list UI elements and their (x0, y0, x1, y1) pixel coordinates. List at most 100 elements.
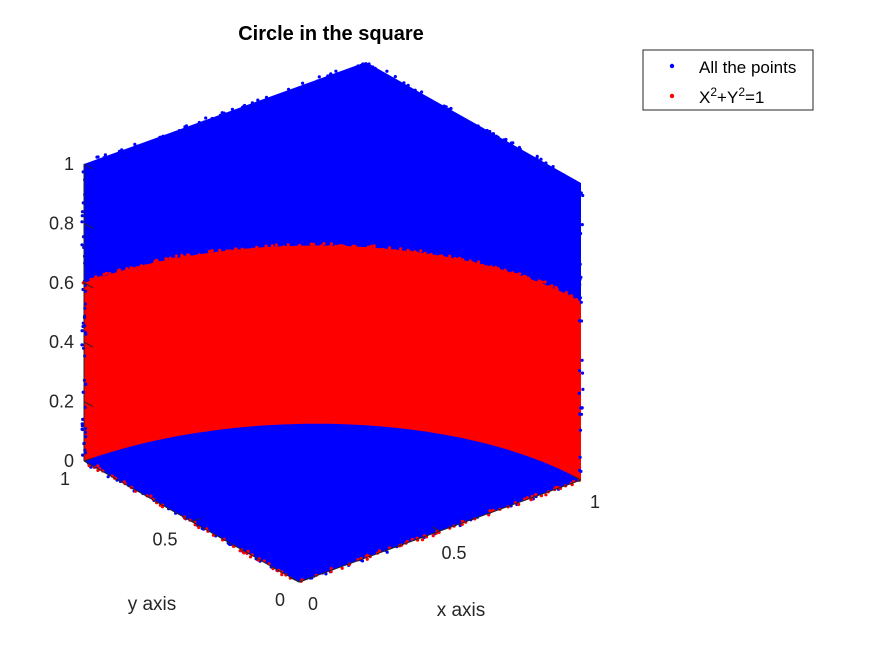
scatter-point (393, 75, 397, 79)
scatter-point (472, 261, 476, 265)
scatter-point (334, 69, 338, 73)
scatter-point (329, 567, 333, 571)
scatter-point (84, 435, 88, 439)
scatter-point (329, 72, 333, 76)
scatter-point (511, 273, 515, 277)
legend-label-y-exponent: 2 (738, 85, 745, 99)
scatter-point (196, 254, 200, 259)
scatter-point (579, 412, 584, 416)
scatter-point (577, 282, 581, 286)
scatter-point (108, 272, 112, 276)
scatter-point (437, 255, 441, 259)
scatter-point (225, 249, 229, 253)
z-tick-label: 0.4 (49, 332, 74, 352)
scatter-point (139, 264, 144, 268)
scatter-point (197, 120, 201, 125)
scatter-point (95, 278, 99, 282)
scatter-point (186, 253, 190, 257)
y-tick (298, 578, 309, 583)
scatter-point (420, 538, 425, 542)
scatter-point (222, 111, 226, 115)
scatter-point (178, 257, 182, 261)
scatter-point (102, 272, 106, 277)
scatter-point (515, 274, 519, 278)
scatter-point (134, 145, 138, 149)
scatter-point (578, 468, 582, 472)
z-tick (83, 341, 94, 348)
scatter-point (554, 285, 558, 289)
scatter-point (369, 245, 373, 249)
y-tick-label: 1 (60, 469, 70, 489)
scatter-point (80, 424, 84, 428)
scatter-point (320, 244, 324, 248)
scatter-point (83, 289, 88, 293)
scatter-point (393, 249, 397, 253)
scatter-point (502, 138, 506, 142)
scatter-point (365, 553, 369, 558)
y-axis-label: y axis (128, 594, 177, 615)
scatter-point (536, 280, 541, 284)
z-tick-label: 0 (64, 451, 74, 471)
scatter-point (182, 255, 186, 259)
scatter-point (263, 247, 267, 251)
scatter-point (264, 95, 269, 99)
scatter-point (146, 264, 150, 268)
scatter-point (517, 502, 521, 506)
scatter-point (312, 245, 317, 249)
scatter-point (420, 90, 424, 94)
scatter-point (419, 249, 423, 253)
scatter-point (488, 129, 492, 134)
scatter-point (280, 573, 284, 577)
scatter-point (577, 319, 582, 323)
scatter-point (372, 247, 376, 251)
scatter-point (184, 124, 189, 128)
scatter-point (106, 475, 110, 479)
scatter-point (578, 428, 583, 432)
scatter-point (525, 496, 529, 500)
scatter-point (123, 149, 127, 154)
scatter-point (485, 265, 489, 269)
scatter-point (243, 103, 247, 108)
scatter-point (287, 87, 291, 91)
scatter-point (557, 291, 561, 295)
scatter-point (476, 124, 480, 128)
scatter-point (344, 561, 348, 565)
legend-label-x: X (699, 88, 710, 107)
scatter-point (413, 88, 417, 92)
scatter-point (385, 69, 389, 73)
scatter-point (298, 243, 302, 247)
scatter-point (500, 269, 504, 273)
scatter-point (578, 455, 582, 459)
scatter-point (256, 247, 260, 251)
scatter-point (427, 254, 431, 258)
scatter-point (544, 493, 548, 497)
scatter-point (377, 549, 382, 553)
scatter-point (329, 242, 334, 246)
scatter-point (159, 135, 163, 139)
scatter-point (256, 98, 260, 102)
scatter-point (468, 259, 472, 263)
scatter-point (96, 464, 100, 468)
scatter-point (322, 242, 326, 246)
scatter-point (264, 244, 268, 248)
scatter-point (309, 242, 313, 246)
scatter-point (340, 244, 344, 248)
scatter-point (174, 254, 178, 258)
scatter-point (356, 247, 360, 251)
scatter-point (152, 263, 157, 267)
scatter-point (234, 247, 238, 251)
scatter-point (360, 559, 365, 563)
scatter-point (361, 62, 365, 66)
scatter-point (558, 172, 562, 176)
scatter-point (547, 285, 552, 289)
scatter-point (133, 142, 137, 146)
scatter-point (270, 244, 274, 248)
scatter-point (477, 260, 481, 264)
scatter-point (80, 220, 84, 224)
scatter-point (342, 244, 347, 249)
scatter-point (95, 155, 99, 159)
scatter-point (210, 116, 214, 121)
scatter-point (83, 427, 87, 431)
